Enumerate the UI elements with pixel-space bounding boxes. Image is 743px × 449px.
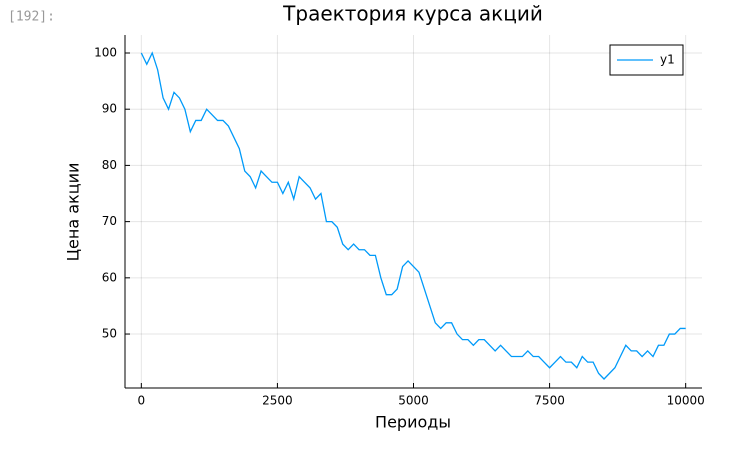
y-axis-label: Цена акции — [64, 163, 83, 262]
x-tick-label: 5000 — [398, 394, 429, 408]
y-tick-label: 100 — [94, 45, 117, 59]
cell-prompt: [192]: — [8, 10, 55, 25]
x-tick-label: 0 — [138, 394, 146, 408]
x-tick-label: 7500 — [534, 394, 565, 408]
y-tick-label: 60 — [102, 270, 117, 284]
x-axis-label: Периоды — [375, 413, 451, 432]
y-tick-label: 70 — [102, 214, 117, 228]
chart-title: Траектория курса акций — [282, 2, 543, 26]
line-series — [140, 51, 686, 380]
y-tick-label: 80 — [102, 158, 117, 172]
legend-label: y1 — [660, 53, 675, 67]
x-tick-label: 2500 — [262, 394, 293, 408]
y-tick-label: 90 — [102, 102, 117, 116]
y-tick-label: 50 — [102, 327, 117, 341]
x-tick-label: 10000 — [667, 394, 705, 408]
